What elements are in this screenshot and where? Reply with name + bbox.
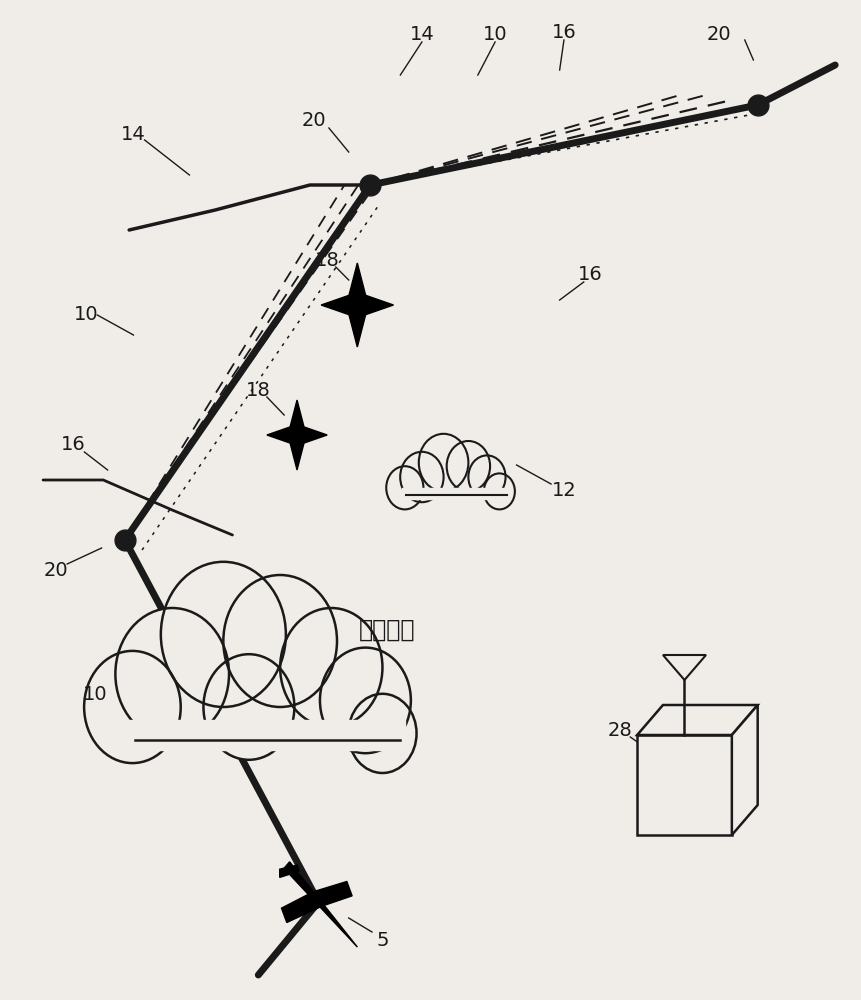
Text: 5: 5 (377, 930, 389, 950)
Bar (637, 735, 732, 835)
Polygon shape (267, 425, 297, 446)
Polygon shape (297, 425, 327, 446)
Polygon shape (346, 263, 369, 305)
Circle shape (84, 651, 181, 763)
Polygon shape (282, 881, 352, 923)
Polygon shape (288, 400, 307, 435)
Polygon shape (637, 705, 758, 735)
Text: 18: 18 (246, 380, 270, 399)
Polygon shape (663, 655, 706, 680)
Circle shape (280, 608, 382, 727)
Circle shape (115, 608, 229, 740)
Circle shape (161, 562, 286, 707)
Text: 10: 10 (83, 686, 107, 704)
Circle shape (400, 452, 443, 502)
Polygon shape (732, 705, 758, 835)
Text: 16: 16 (552, 22, 576, 41)
Text: 20: 20 (44, 560, 68, 580)
Circle shape (447, 441, 490, 491)
Circle shape (484, 473, 515, 509)
Polygon shape (288, 435, 307, 470)
Text: 20: 20 (302, 110, 326, 129)
Circle shape (387, 466, 424, 509)
Circle shape (203, 654, 294, 760)
Circle shape (349, 694, 417, 773)
Text: 16: 16 (578, 265, 602, 284)
Text: 10: 10 (483, 25, 507, 44)
Text: 恶劣天气: 恶劣天气 (359, 618, 416, 642)
Polygon shape (346, 305, 369, 347)
Text: 20: 20 (707, 25, 731, 44)
Circle shape (320, 648, 411, 753)
Polygon shape (357, 292, 393, 318)
Polygon shape (284, 862, 357, 947)
Text: 28: 28 (608, 720, 632, 740)
Text: 14: 14 (121, 125, 146, 144)
Circle shape (468, 455, 505, 499)
Polygon shape (321, 292, 357, 318)
Circle shape (223, 575, 337, 707)
Polygon shape (280, 865, 299, 877)
Text: 10: 10 (74, 306, 98, 324)
Text: 16: 16 (61, 436, 85, 454)
Text: 12: 12 (552, 481, 576, 499)
Text: 18: 18 (315, 250, 339, 269)
Text: 14: 14 (410, 25, 434, 44)
Circle shape (418, 434, 468, 491)
